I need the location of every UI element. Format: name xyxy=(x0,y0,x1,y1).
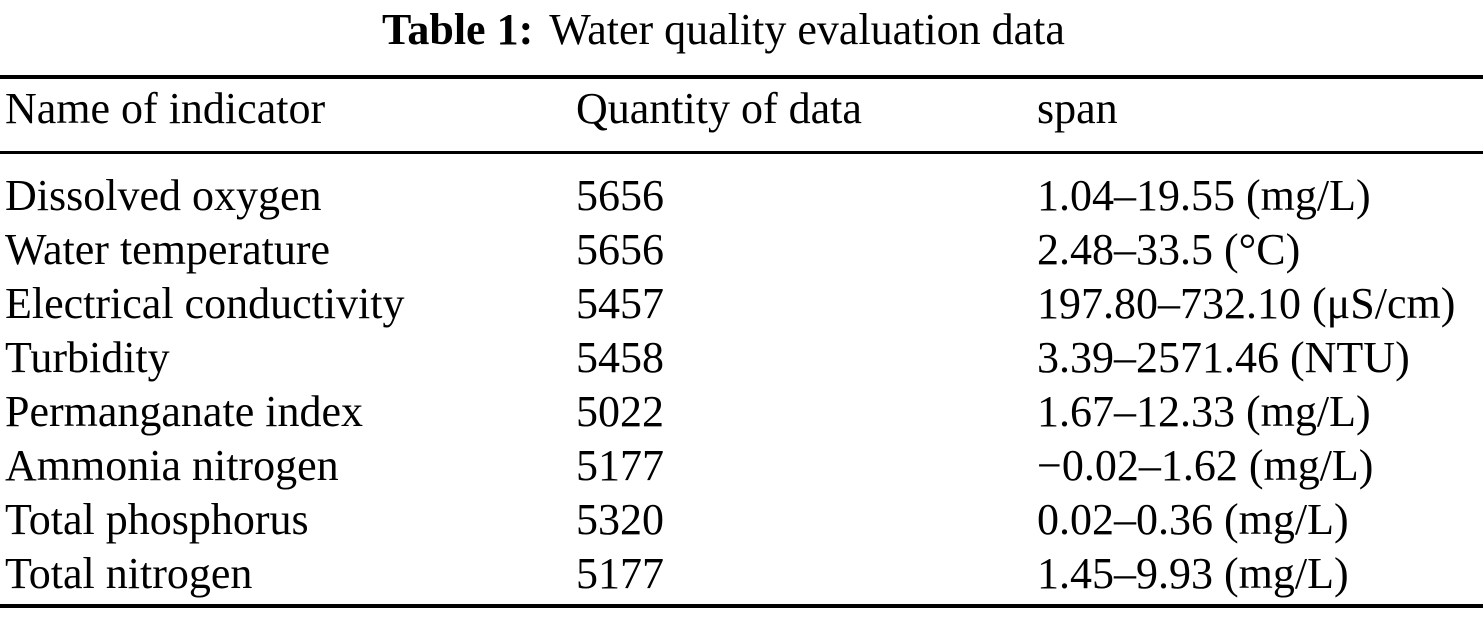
column-header-span: span xyxy=(1037,83,1118,133)
span-cell: 2.48–33.5 (°C) xyxy=(1037,224,1301,274)
column-header-name-of-indicator: Name of indicator xyxy=(5,83,326,133)
indicator-name-cell: Ammonia nitrogen xyxy=(5,440,339,490)
table-row: Ammonia nitrogen 5177 −0.02–1.62 (mg/L) xyxy=(0,438,1483,492)
table-bottom-rule xyxy=(0,604,1483,608)
table-caption-label: Table 1: xyxy=(382,5,534,54)
column-header-quantity-of-data: Quantity of data xyxy=(576,83,862,133)
indicator-name-cell: Permanganate index xyxy=(5,386,363,436)
table-body: Dissolved oxygen 5656 1.04–19.55 (mg/L) … xyxy=(0,168,1483,600)
span-cell: 1.67–12.33 (mg/L) xyxy=(1037,386,1371,436)
quantity-cell: 5177 xyxy=(576,548,664,598)
table-header-row: Name of indicator Quantity of data span xyxy=(0,77,1483,139)
quantity-cell: 5177 xyxy=(576,440,664,490)
indicator-name-cell: Total nitrogen xyxy=(5,548,253,598)
table-row: Water temperature 5656 2.48–33.5 (°C) xyxy=(0,222,1483,276)
span-cell: 0.02–0.36 (mg/L) xyxy=(1037,494,1349,544)
table-row: Electrical conductivity 5457 197.80–732.… xyxy=(0,276,1483,330)
quantity-cell: 5457 xyxy=(576,278,664,328)
span-cell: 1.04–19.55 (mg/L) xyxy=(1037,170,1371,220)
indicator-name-cell: Dissolved oxygen xyxy=(5,170,322,220)
table-row: Dissolved oxygen 5656 1.04–19.55 (mg/L) xyxy=(0,168,1483,222)
quantity-cell: 5320 xyxy=(576,494,664,544)
table-header-rule xyxy=(0,151,1483,154)
table-row: Turbidity 5458 3.39–2571.46 (NTU) xyxy=(0,330,1483,384)
span-cell: 1.45–9.93 (mg/L) xyxy=(1037,548,1349,598)
quantity-cell: 5458 xyxy=(576,332,664,382)
indicator-name-cell: Electrical conductivity xyxy=(5,278,405,328)
table-row: Total phosphorus 5320 0.02–0.36 (mg/L) xyxy=(0,492,1483,546)
span-cell: −0.02–1.62 (mg/L) xyxy=(1037,440,1374,490)
quantity-cell: 5656 xyxy=(576,224,664,274)
quantity-cell: 5656 xyxy=(576,170,664,220)
table-row: Total nitrogen 5177 1.45–9.93 (mg/L) xyxy=(0,546,1483,600)
table-caption-text: Water quality evaluation data xyxy=(549,5,1065,54)
span-cell: 197.80–732.10 (μS/cm) xyxy=(1037,278,1456,328)
indicator-name-cell: Total phosphorus xyxy=(5,494,309,544)
quantity-cell: 5022 xyxy=(576,386,664,436)
table-row: Permanganate index 5022 1.67–12.33 (mg/L… xyxy=(0,384,1483,438)
table-caption: Table 1: Water quality evaluation data xyxy=(0,4,1447,56)
span-cell: 3.39–2571.46 (NTU) xyxy=(1037,332,1410,382)
table-top-rule xyxy=(0,75,1483,79)
indicator-name-cell: Turbidity xyxy=(5,332,170,382)
indicator-name-cell: Water temperature xyxy=(5,224,331,274)
